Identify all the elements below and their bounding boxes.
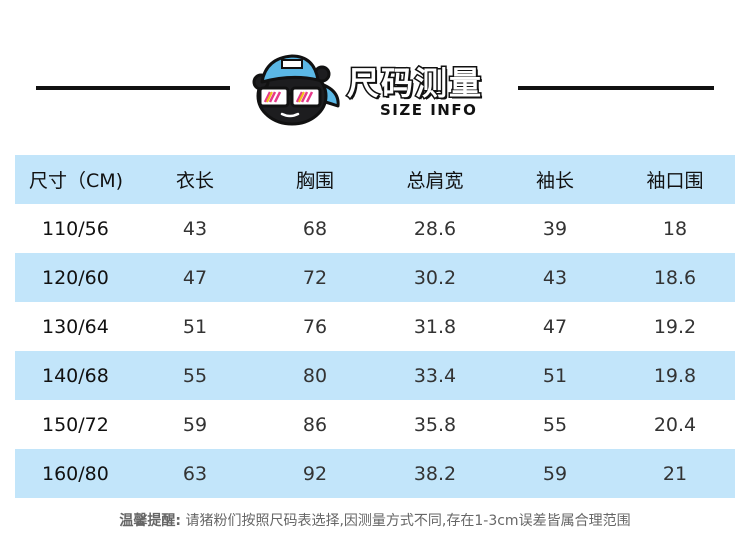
cell-chest: 92 [302,462,328,485]
cell-cuff: 19.8 [653,364,697,387]
cell-sleeve: 51 [542,364,568,387]
cell-sleeve: 59 [542,462,568,485]
cell-length: 47 [182,266,208,289]
cell-shoulder: 31.8 [413,315,457,338]
cell-shoulder: 28.6 [413,217,457,240]
cell-length: 43 [182,217,208,240]
cell-shoulder: 30.2 [413,266,457,289]
cell-cuff: 18.6 [653,266,697,289]
cell-size: 140/68 [42,364,109,387]
cell-cuff: 19.2 [653,315,697,338]
cell-shoulder: 33.4 [413,364,457,387]
cell-length: 59 [182,413,208,436]
cell-size: 120/60 [42,266,109,289]
right-divider [518,86,714,90]
cell-sleeve: 39 [542,217,568,240]
cell-size: 110/56 [42,217,109,240]
page-subtitle: SIZE INFO [380,101,478,119]
cell-shoulder: 38.2 [413,462,457,485]
header-length: 衣长 [175,170,214,192]
cell-length: 63 [182,462,208,485]
cell-chest: 76 [302,315,328,338]
cell-cuff: 20.4 [653,413,697,436]
header-chest: 胸围 [295,170,334,192]
table-row: 140/68 55 80 33.4 51 19.8 [15,351,735,400]
size-note: 温馨提醒: 请猪粉们按照尺码表选择,因测量方式不同,存在1-3cm误差皆属合理范… [0,510,750,530]
cell-size: 130/64 [42,315,109,338]
cell-sleeve: 55 [542,413,568,436]
cell-chest: 72 [302,266,328,289]
cell-length: 55 [182,364,208,387]
cell-sleeve: 47 [542,315,568,338]
cell-shoulder: 35.8 [413,413,457,436]
left-divider [36,86,230,90]
header-cuff: 袖口围 [646,170,704,192]
cell-cuff: 21 [662,462,688,485]
note-label: 温馨提醒: [119,513,182,529]
cell-cuff: 18 [662,217,688,240]
table-row: 130/64 51 76 31.8 47 19.2 [15,302,735,351]
table-row: 150/72 59 86 35.8 55 20.4 [15,400,735,449]
cell-sleeve: 43 [542,266,568,289]
header-sleeve: 袖长 [535,170,574,192]
page-title: 尺码测量 [345,63,484,104]
table-row: 110/56 43 68 28.6 39 18 [15,204,735,253]
header-size: 尺寸（CM) [29,170,124,192]
table-header-row: 尺寸（CM) 衣长 胸围 总肩宽 袖长 袖口围 [15,155,735,204]
cartoon-kid-cap-sunglasses-icon [252,54,340,126]
cell-chest: 86 [302,413,328,436]
header: 尺码测量 SIZE INFO [0,0,750,140]
size-chart-table: 尺寸（CM) 衣长 胸围 总肩宽 袖长 袖口围 110/56 43 68 28.… [15,155,735,498]
cell-chest: 80 [302,364,328,387]
cell-size: 160/80 [42,462,109,485]
cell-size: 150/72 [42,413,109,436]
note-text: 请猪粉们按照尺码表选择,因测量方式不同,存在1-3cm误差皆属合理范围 [181,513,631,529]
cell-length: 51 [182,315,208,338]
table-row: 160/80 63 92 38.2 59 21 [15,449,735,498]
cell-chest: 68 [302,217,328,240]
header-shoulder: 总肩宽 [406,170,464,192]
table-row: 120/60 47 72 30.2 43 18.6 [15,253,735,302]
